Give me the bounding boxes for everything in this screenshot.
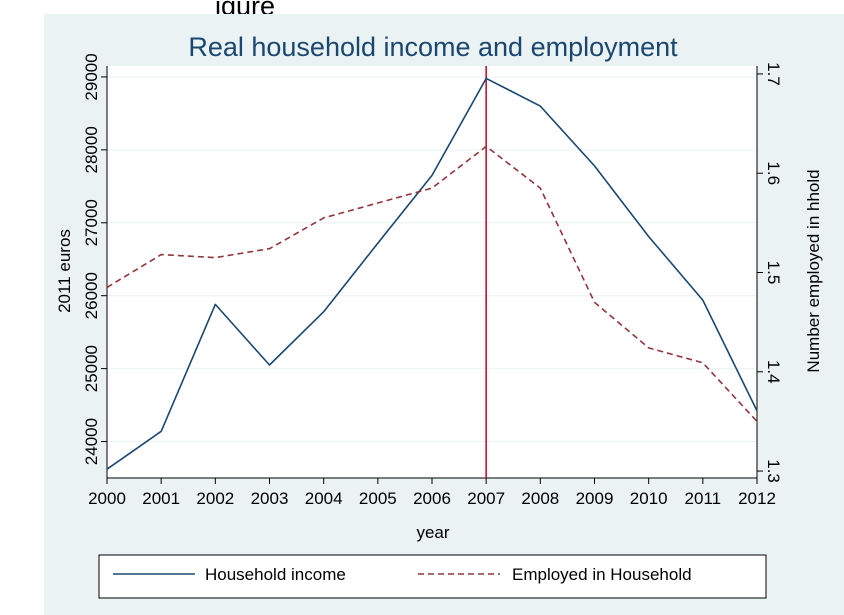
chart-title: Real household income and employment xyxy=(188,32,678,62)
legend: Household income Employed in Household xyxy=(98,554,767,599)
x-tick-label-2008: 2008 xyxy=(521,489,559,508)
x-tick-label-2012: 2012 xyxy=(738,489,776,508)
left-tick-label-24000: 24000 xyxy=(82,418,101,465)
series-line-household-income xyxy=(106,77,758,470)
left-tick-label-28000: 28000 xyxy=(82,126,101,173)
left-tick-label-25000: 25000 xyxy=(82,345,101,392)
left-tick-label-29000: 29000 xyxy=(82,53,101,100)
gridlines xyxy=(107,76,757,443)
left-tick-label-27000: 27000 xyxy=(82,199,101,246)
x-tick-label-2000: 2000 xyxy=(88,489,126,508)
legend-label-employed-in-household: Employed in Household xyxy=(512,565,692,584)
x-tick-label-2006: 2006 xyxy=(413,489,451,508)
legend-label-household-income: Household income xyxy=(205,565,346,584)
left-tick-label-26000: 26000 xyxy=(82,272,101,319)
right-tick-label-1.3: 1.3 xyxy=(764,459,783,483)
x-axis-title: year xyxy=(416,523,449,542)
x-tick-label-2005: 2005 xyxy=(359,489,397,508)
x-tick-label-2009: 2009 xyxy=(576,489,614,508)
right-tick-label-1.5: 1.5 xyxy=(764,261,783,285)
series-layer xyxy=(106,66,758,478)
right-tick-label-1.4: 1.4 xyxy=(764,360,783,384)
legend-box xyxy=(98,554,767,599)
x-axis: 2000 2001 2002 2003 2004 2005 2006 2007 2008 2009… xyxy=(88,477,776,508)
x-tick-label-2010: 2010 xyxy=(630,489,668,508)
left-axis: 24000 25000 26000 27000 28000 29000 xyxy=(82,53,108,478)
x-tick-label-2007: 2007 xyxy=(467,489,505,508)
x-tick-label-2004: 2004 xyxy=(305,489,343,508)
left-axis-title: 2011 euros xyxy=(55,229,74,313)
x-tick-label-2003: 2003 xyxy=(251,489,289,508)
right-tick-label-1.7: 1.7 xyxy=(764,62,783,86)
right-tick-label-1.6: 1.6 xyxy=(764,161,783,185)
x-tick-label-2002: 2002 xyxy=(196,489,234,508)
right-axis-title: Number employed in hhold xyxy=(804,169,823,372)
plot-region xyxy=(107,66,757,478)
series-line-employed-in-household xyxy=(106,145,758,422)
x-tick-label-2011: 2011 xyxy=(685,489,722,508)
right-axis: 1.3 1.4 1.5 1.6 1.7 xyxy=(756,62,783,483)
x-tick-label-2001: 2001 xyxy=(142,489,180,508)
